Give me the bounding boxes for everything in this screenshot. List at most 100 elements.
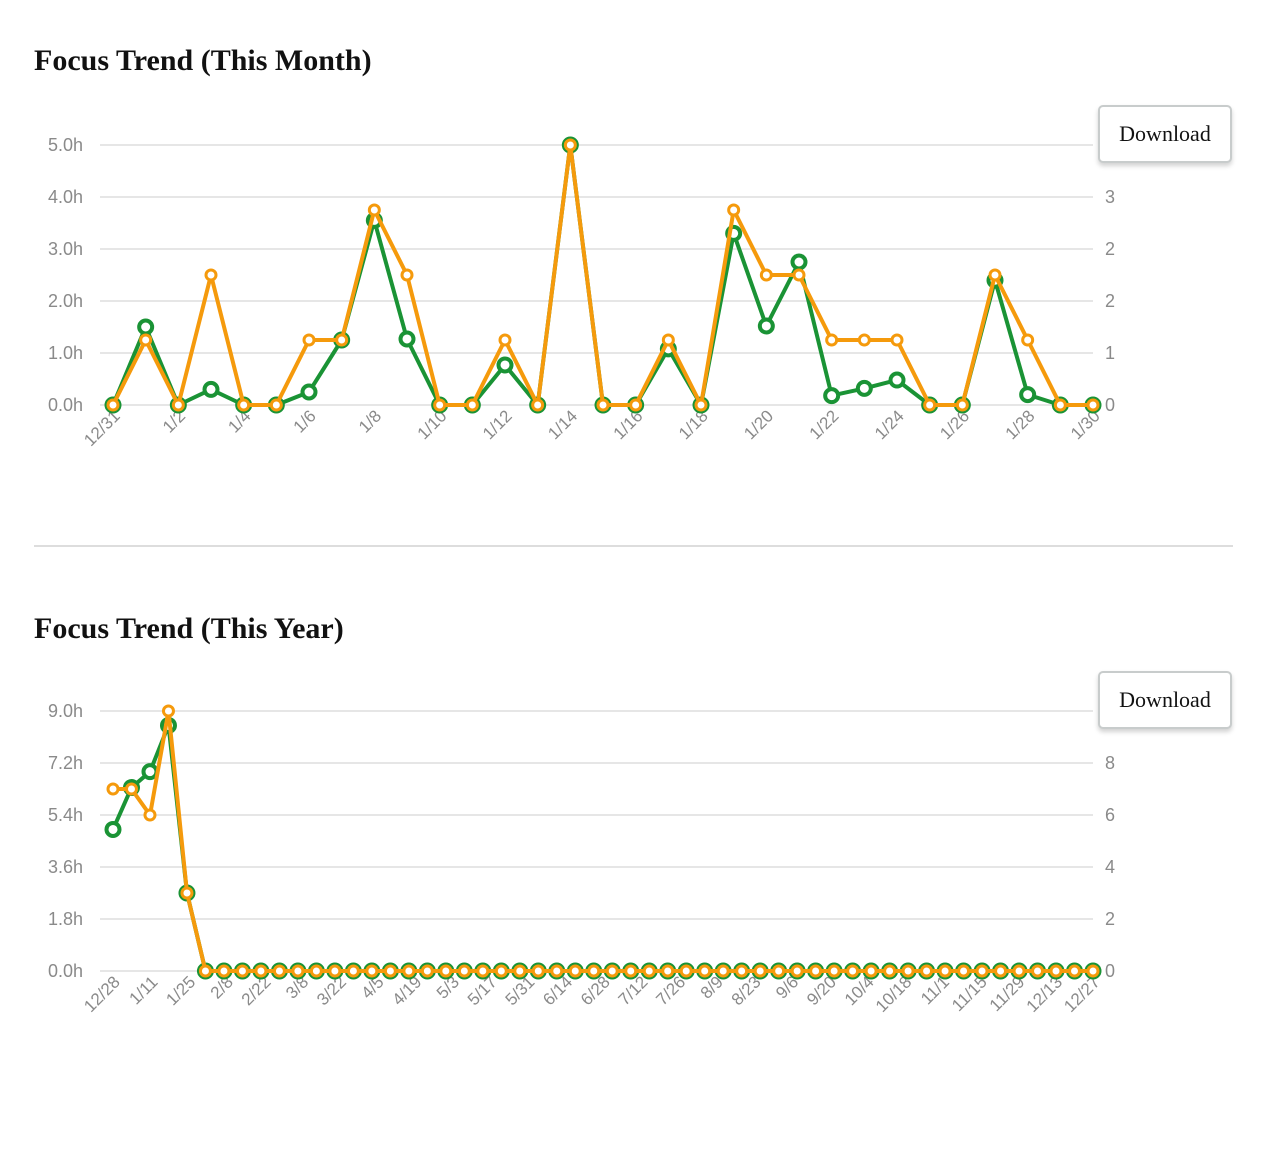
series-2-point[interactable]	[1053, 398, 1067, 412]
series-2-point[interactable]	[679, 964, 693, 978]
series-2-point[interactable]	[1012, 964, 1026, 978]
series-2-point[interactable]	[694, 398, 708, 412]
series-2-point[interactable]	[237, 398, 251, 412]
series-2-point[interactable]	[124, 782, 138, 796]
series-2-point[interactable]	[587, 964, 601, 978]
series-2-point[interactable]	[563, 138, 577, 152]
series-2-point[interactable]	[254, 964, 268, 978]
series-2-point[interactable]	[476, 964, 490, 978]
series-1-point[interactable]	[1019, 386, 1037, 404]
series-2-point[interactable]	[143, 808, 157, 822]
series-2-point[interactable]	[161, 704, 175, 718]
series-2-point[interactable]	[809, 964, 823, 978]
series-1-point[interactable]	[757, 317, 775, 335]
series-2-point[interactable]	[624, 964, 638, 978]
series-2-point[interactable]	[825, 333, 839, 347]
year-download-button[interactable]: Download	[1098, 671, 1232, 729]
series-2-point[interactable]	[955, 398, 969, 412]
series-2-point[interactable]	[335, 333, 349, 347]
series-2-point[interactable]	[272, 964, 286, 978]
series-2-point[interactable]	[302, 333, 316, 347]
series-2-point[interactable]	[513, 964, 527, 978]
series-2-point[interactable]	[106, 398, 120, 412]
series-2-point[interactable]	[792, 268, 806, 282]
series-2-point[interactable]	[383, 964, 397, 978]
series-2-point[interactable]	[1068, 964, 1082, 978]
series-2-point[interactable]	[531, 398, 545, 412]
series-2-point[interactable]	[291, 964, 305, 978]
series-2-point[interactable]	[204, 268, 218, 282]
series-2-point[interactable]	[328, 964, 342, 978]
series-2-point[interactable]	[923, 398, 937, 412]
series-2-point[interactable]	[864, 964, 878, 978]
series-2-point[interactable]	[901, 964, 915, 978]
series-2-point[interactable]	[1021, 333, 1035, 347]
series-2-point[interactable]	[1031, 964, 1045, 978]
series-2-point[interactable]	[716, 964, 730, 978]
series-1-point[interactable]	[888, 371, 906, 389]
series-2-point[interactable]	[180, 886, 194, 900]
series-2-point[interactable]	[790, 964, 804, 978]
series-2-point[interactable]	[400, 268, 414, 282]
series-2-point[interactable]	[629, 398, 643, 412]
series-2-point[interactable]	[309, 964, 323, 978]
series-1-point[interactable]	[104, 820, 122, 838]
series-1-point[interactable]	[790, 253, 808, 271]
series-2-point[interactable]	[498, 333, 512, 347]
series-2-point[interactable]	[994, 964, 1008, 978]
series-1-point[interactable]	[855, 379, 873, 397]
month-download-button[interactable]: Download	[1098, 105, 1232, 163]
series-2-point[interactable]	[753, 964, 767, 978]
series-2-point[interactable]	[568, 964, 582, 978]
series-2-point[interactable]	[550, 964, 564, 978]
series-2-point[interactable]	[988, 268, 1002, 282]
series-2-point[interactable]	[920, 964, 934, 978]
series-2-point[interactable]	[957, 964, 971, 978]
series-2-point[interactable]	[106, 782, 120, 796]
series-2-point[interactable]	[367, 203, 381, 217]
series-2-point[interactable]	[1086, 964, 1100, 978]
series-1-point[interactable]	[398, 330, 416, 348]
series-2-point[interactable]	[857, 333, 871, 347]
series-2-point[interactable]	[759, 268, 773, 282]
series-2-point[interactable]	[457, 964, 471, 978]
series-2-point[interactable]	[642, 964, 656, 978]
series-2-point[interactable]	[217, 964, 231, 978]
series-2-point[interactable]	[846, 964, 860, 978]
series-2-point[interactable]	[433, 398, 447, 412]
series-2-point[interactable]	[198, 964, 212, 978]
series-2-point[interactable]	[531, 964, 545, 978]
series-2-point[interactable]	[365, 964, 379, 978]
series-2-point[interactable]	[1049, 964, 1063, 978]
series-2-point[interactable]	[772, 964, 786, 978]
series-2-point[interactable]	[1086, 398, 1100, 412]
series-1-point[interactable]	[496, 356, 514, 374]
series-2-point[interactable]	[139, 333, 153, 347]
series-2-point[interactable]	[465, 398, 479, 412]
series-2-point[interactable]	[605, 964, 619, 978]
series-1-point[interactable]	[300, 383, 318, 401]
series-2-point[interactable]	[346, 964, 360, 978]
series-2-point[interactable]	[171, 398, 185, 412]
series-1-point[interactable]	[141, 763, 159, 781]
series-2-point[interactable]	[420, 964, 434, 978]
series-2-point[interactable]	[402, 964, 416, 978]
series-2-point[interactable]	[235, 964, 249, 978]
series-2-point[interactable]	[883, 964, 897, 978]
series-2-point[interactable]	[661, 333, 675, 347]
series-2-point[interactable]	[975, 964, 989, 978]
series-2-point[interactable]	[727, 203, 741, 217]
series-2-point[interactable]	[596, 398, 610, 412]
series-1-point[interactable]	[137, 318, 155, 336]
series-2-point[interactable]	[698, 964, 712, 978]
series-2-point[interactable]	[661, 964, 675, 978]
series-2-point[interactable]	[269, 398, 283, 412]
series-1-point[interactable]	[202, 380, 220, 398]
series-2-point[interactable]	[827, 964, 841, 978]
series-2-point[interactable]	[439, 964, 453, 978]
series-1-point[interactable]	[823, 387, 841, 405]
series-2-point[interactable]	[938, 964, 952, 978]
series-2-point[interactable]	[890, 333, 904, 347]
series-2-point[interactable]	[735, 964, 749, 978]
series-2-point[interactable]	[494, 964, 508, 978]
